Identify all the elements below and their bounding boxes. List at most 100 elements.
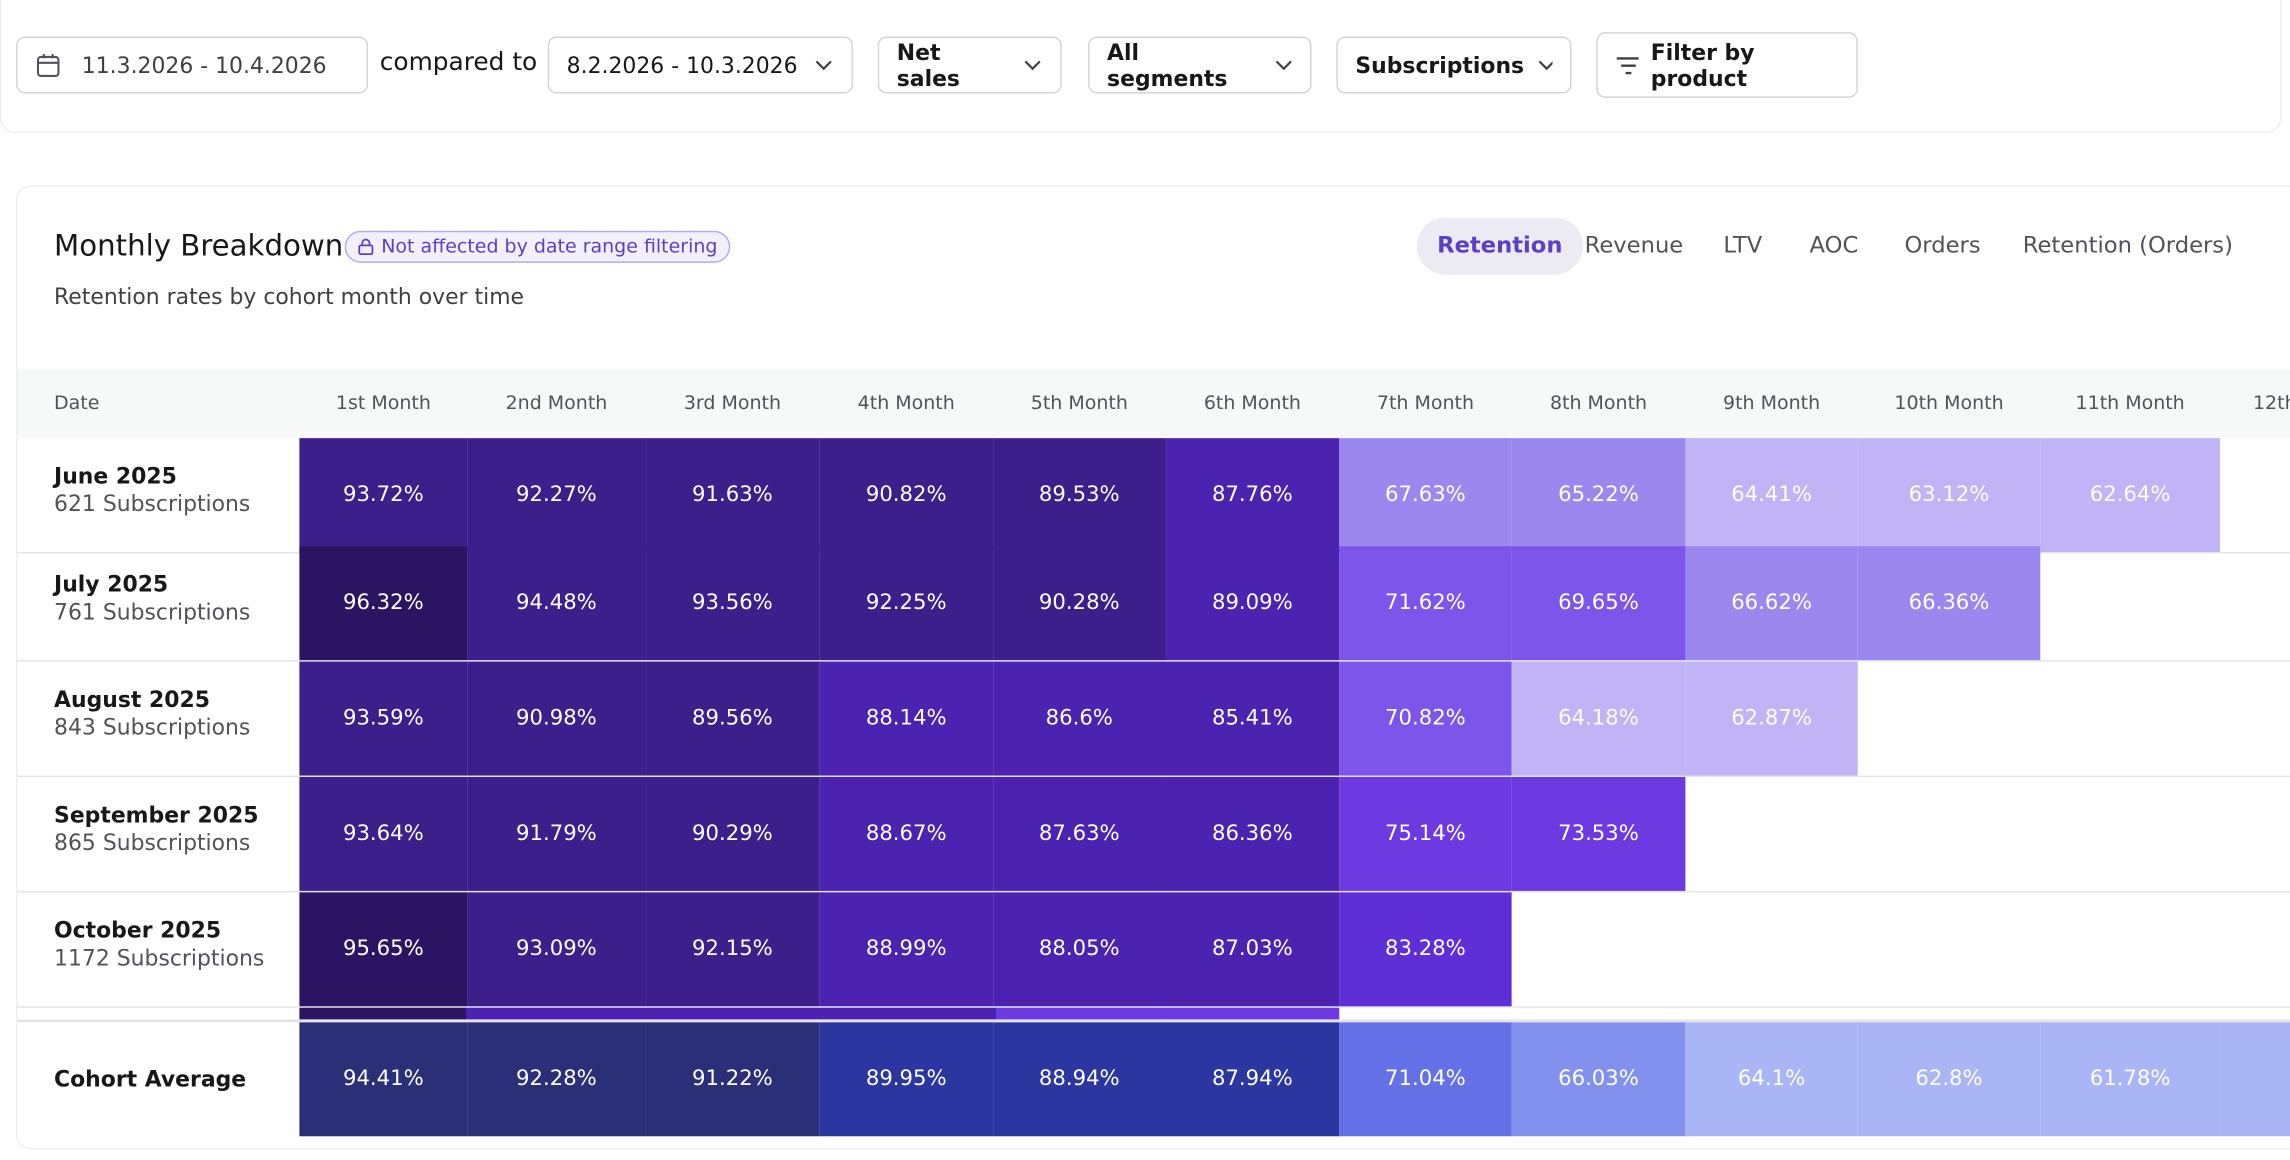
retention-cell: 88.14% xyxy=(819,661,994,776)
retention-cell: 93.56% xyxy=(645,546,820,661)
segment-select[interactable]: All segments xyxy=(1088,36,1312,94)
cohort-date: July 2025 xyxy=(54,571,169,598)
column-header: 10th Month xyxy=(1894,392,2004,415)
retention-cell: 73.53% xyxy=(1511,776,1686,891)
retention-cell: 69.65% xyxy=(1511,546,1686,661)
cohort-size: 865 Subscriptions xyxy=(54,829,251,856)
tab[interactable]: LTV xyxy=(1723,232,1763,259)
chevron xyxy=(1537,59,1553,70)
section-title: Monthly Breakdown xyxy=(54,227,344,263)
breakdown-card xyxy=(16,185,2290,1150)
row-divider xyxy=(17,1019,2290,1023)
retention-cell: 88.67% xyxy=(819,776,994,891)
average-cell: 91.22% xyxy=(645,1022,820,1137)
column-header: 8th Month xyxy=(1549,392,1648,415)
tab[interactable]: Retention xyxy=(1416,217,1583,275)
retention-cell: 93.72% xyxy=(299,438,468,553)
column-header: 4th Month xyxy=(857,392,955,415)
row-divider xyxy=(17,1006,2290,1008)
average-label: Cohort Average xyxy=(54,1066,247,1093)
calendar-icon xyxy=(36,53,60,77)
filter-button[interactable]: Filter by product xyxy=(1596,32,1858,98)
retention-cell: 93.09% xyxy=(467,892,646,1007)
tab[interactable]: Orders xyxy=(1904,232,1981,259)
column-header: 1st Month xyxy=(335,392,431,415)
metric-select[interactable]: Net sales xyxy=(877,36,1062,94)
average-cell: 88.94% xyxy=(993,1022,1166,1137)
retention-cell: 90.82% xyxy=(819,438,994,553)
retention-cell: 93.59% xyxy=(299,661,468,776)
compared-label: compared to xyxy=(379,48,538,78)
column-header: 3rd Month xyxy=(683,392,782,415)
cohort-size: 761 Subscriptions xyxy=(54,598,251,626)
retention-cell: 90.98% xyxy=(467,661,646,776)
tab[interactable]: Revenue xyxy=(1584,232,1684,259)
retention-cell: 86.6% xyxy=(993,661,1166,776)
column-header: 5th Month xyxy=(1030,392,1128,415)
retention-cell: 64.18% xyxy=(1511,661,1686,776)
tab[interactable]: Retention (Orders) xyxy=(2022,232,2233,259)
segment: All segments xyxy=(1107,38,1228,92)
average-cell: 64.1% xyxy=(1685,1022,1858,1137)
retention-cell: 87.63% xyxy=(993,776,1166,891)
chevron xyxy=(815,59,832,70)
scroll-strip xyxy=(299,1007,1340,1020)
cohort-date: October 2025 xyxy=(54,917,222,944)
metric: Net sales xyxy=(896,38,960,92)
retention-cell: 89.56% xyxy=(645,661,820,776)
average-cell: 87.94% xyxy=(1165,1022,1340,1137)
retention-cell: 85.41% xyxy=(1165,661,1340,776)
retention-cell: 91.63% xyxy=(645,438,820,553)
retention-cell: 62.64% xyxy=(2040,438,2220,553)
row-divider xyxy=(17,890,2290,893)
retention-cell: 64.41% xyxy=(1685,438,1858,553)
table-header xyxy=(17,369,2290,439)
retention-cell: 83.28% xyxy=(1339,892,1512,1007)
retention-cell: 87.76% xyxy=(1165,438,1340,553)
cohort-date: September 2025 xyxy=(54,801,259,829)
average-cell: 71.04% xyxy=(1339,1022,1512,1137)
retention-cell: 67.63% xyxy=(1339,438,1512,553)
cohort-size: 1172 Subscriptions xyxy=(54,944,265,972)
retention-cell: 91.79% xyxy=(467,776,646,891)
compare-picker[interactable]: 8.2.2026 - 10.3.2026 xyxy=(547,36,853,94)
filter-card xyxy=(0,0,2282,133)
tab[interactable]: AOC xyxy=(1809,232,1859,259)
column-header: 6th Month xyxy=(1203,392,1301,415)
retention-cell: 92.15% xyxy=(645,892,820,1007)
date-picker[interactable]: 11.3.2026 - 10.4.2026 xyxy=(16,36,369,94)
cohort-date: August 2025 xyxy=(54,686,210,713)
retention-cell: 90.28% xyxy=(993,546,1166,661)
cohort-size: 621 Subscriptions xyxy=(54,490,251,518)
column-header: 9th Month xyxy=(1723,392,1821,415)
retention-cell: 66.62% xyxy=(1685,546,1858,661)
retention-cell: 62.87% xyxy=(1685,661,1858,776)
column-header: 12th Month xyxy=(2252,392,2290,415)
retention-cell: 75.14% xyxy=(1339,776,1512,891)
retention-cell: 90.29% xyxy=(645,776,820,891)
retention-cell: 65.22% xyxy=(1511,438,1686,553)
badge: Not affected by date range filtering xyxy=(344,230,731,263)
average-cell-clipped xyxy=(2219,1022,2290,1137)
column-header: 11th Month xyxy=(2075,392,2185,415)
retention-cell: 66.36% xyxy=(1857,546,2041,661)
retention-cell: 93.64% xyxy=(299,776,468,891)
average-cell: 92.28% xyxy=(467,1022,646,1137)
average-cell: 61.78% xyxy=(2040,1022,2220,1137)
product-type: Subscriptions xyxy=(1355,51,1525,79)
retention-cell: 88.05% xyxy=(993,892,1166,1007)
column-header: Date xyxy=(54,392,100,415)
retention-cell: 92.27% xyxy=(467,438,646,553)
retention-cell: 95.65% xyxy=(299,892,468,1007)
retention-cell: 87.03% xyxy=(1165,892,1340,1007)
average-cell: 89.95% xyxy=(819,1022,994,1137)
row-divider xyxy=(17,775,2290,777)
retention-cell: 88.99% xyxy=(819,892,994,1007)
product-type-select[interactable]: Subscriptions xyxy=(1336,36,1572,94)
average-cell: 62.8% xyxy=(1857,1022,2041,1137)
filter-label: Filter by product xyxy=(1650,38,1755,92)
retention-cell: 89.53% xyxy=(993,438,1166,553)
date-range: 11.3.2026 - 10.4.2026 xyxy=(81,51,327,79)
chevron xyxy=(1274,59,1292,70)
